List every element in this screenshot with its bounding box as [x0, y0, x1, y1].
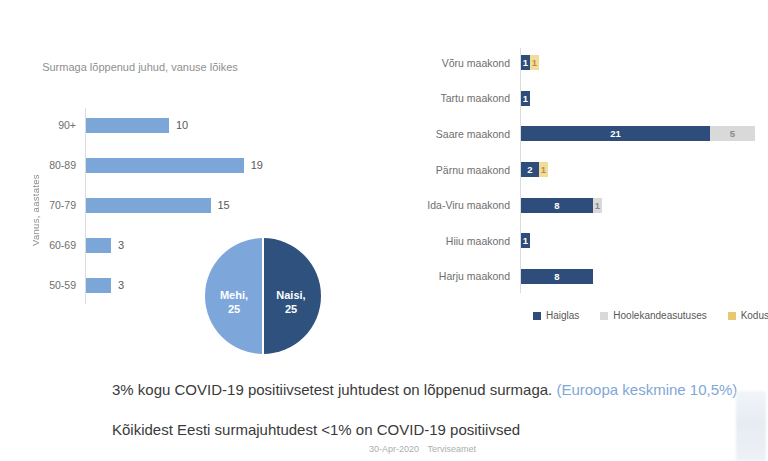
age-bar — [86, 238, 111, 253]
county-bar-row: Saare maakond 215 — [418, 116, 768, 152]
age-value-label: 15 — [218, 199, 230, 211]
gender-pie-chart: Mehi, 25 Naisi, 25 — [205, 238, 321, 354]
legend-swatch-icon — [533, 312, 541, 320]
pie-label-women-value: 25 — [285, 303, 297, 315]
legend-swatch-icon — [600, 312, 608, 320]
county-bar-row: Hiiu maakond 1 — [418, 223, 768, 259]
county-bar-segment-haiglas: 8 — [521, 269, 593, 284]
legend-swatch-icon — [728, 312, 736, 320]
age-category-label: 70-79 — [30, 199, 76, 211]
age-bar — [86, 278, 111, 293]
county-bar-row: Harju maakond 8 — [418, 259, 768, 295]
pie-label-men-value: 25 — [228, 303, 240, 315]
county-bar-stack: 21 — [521, 162, 548, 177]
age-bar — [86, 198, 211, 213]
pie-divider-line — [262, 238, 264, 354]
age-bar-row: 90+ 10 — [30, 105, 310, 145]
age-bar — [86, 118, 169, 133]
pie-label-men: Mehi, 25 — [208, 288, 260, 317]
county-category-label: Pärnu maakond — [418, 164, 510, 176]
covid-report-slide: Surmaga lõppenud juhud, vanuse lõikes Va… — [0, 0, 768, 461]
age-value-label: 10 — [176, 119, 188, 131]
summary-line-2: Kõikidest Eesti surmajuhtudest <1% on CO… — [112, 421, 762, 438]
county-category-label: Harju maakond — [418, 270, 510, 282]
summary-line-1-main: 3% kogu COVID-19 positiivsetest juhtudes… — [112, 381, 552, 398]
county-bar-stack: 1 — [521, 91, 530, 106]
county-bar-stack: 8 — [521, 269, 593, 284]
age-bar-row: 70-79 15 — [30, 185, 310, 225]
summary-line-1-europe-note: (Euroopa keskmine 10,5%) — [556, 381, 737, 398]
slide-footer: 30-Apr-2020 Terviseamet — [55, 444, 768, 454]
county-bar-segment-kodus: 1 — [530, 55, 539, 70]
age-value-label: 19 — [251, 159, 263, 171]
county-chart: Võru maakond11Tartu maakond1Saare maakon… — [418, 45, 768, 335]
age-value-label: 3 — [118, 279, 124, 291]
legend-item-kodus: Kodus — [728, 310, 768, 321]
county-bar-segment-haiglas: 8 — [521, 198, 593, 213]
county-bar-segment-haiglas: 1 — [521, 55, 530, 70]
age-category-label: 80-89 — [30, 159, 76, 171]
footer-date: 30-Apr-2020 — [369, 444, 419, 454]
legend-label: Hoolekandeasutuses — [613, 310, 706, 321]
county-bar-row: Tartu maakond 1 — [418, 81, 768, 117]
county-chart-plot-area: Võru maakond11Tartu maakond1Saare maakon… — [418, 45, 768, 294]
county-category-label: Tartu maakond — [418, 92, 510, 104]
county-bar-stack: 1 — [521, 233, 530, 248]
county-bar-segment-hoolekandeasutuses: 1 — [593, 198, 602, 213]
age-category-label: 90+ — [30, 119, 76, 131]
age-value-label: 3 — [118, 239, 124, 251]
county-bar-segment-haiglas: 1 — [521, 233, 530, 248]
county-bar-segment-haiglas: 2 — [521, 162, 539, 177]
pie-label-women-text: Naisi, — [276, 289, 305, 301]
footer-source: Terviseamet — [428, 444, 477, 454]
pie-label-men-text: Mehi, — [220, 289, 248, 301]
age-bar-row: 80-89 19 — [30, 145, 310, 185]
county-bar-segment-kodus: 1 — [539, 162, 548, 177]
county-bar-stack: 11 — [521, 55, 539, 70]
age-category-label: 60-69 — [30, 239, 76, 251]
county-bar-stack: 215 — [521, 126, 755, 141]
pie-label-women: Naisi, 25 — [265, 288, 317, 317]
legend-label: Haiglas — [546, 310, 579, 321]
summary-line-1: 3% kogu COVID-19 positiivsetest juhtudes… — [112, 381, 762, 398]
county-bar-row: Pärnu maakond 21 — [418, 152, 768, 188]
county-category-label: Saare maakond — [418, 128, 510, 140]
summary-text-block: 3% kogu COVID-19 positiivsetest juhtudes… — [112, 381, 762, 438]
ghost-artifact — [736, 391, 766, 461]
legend-item-hoolekandeasutuses: Hoolekandeasutuses — [600, 310, 706, 321]
county-bar-segment-haiglas: 1 — [521, 91, 530, 106]
county-bar-stack: 81 — [521, 198, 602, 213]
county-chart-legend: Haiglas Hoolekandeasutuses Kodus — [533, 310, 768, 321]
legend-label: Kodus — [741, 310, 768, 321]
county-bar-row: Ida-Viru maakond 81 — [418, 187, 768, 223]
legend-item-haiglas: Haiglas — [533, 310, 579, 321]
age-bar — [86, 158, 244, 173]
age-category-label: 50-59 — [30, 279, 76, 291]
age-chart-title: Surmaga lõppenud juhud, vanuse lõikes — [42, 60, 238, 76]
county-bar-segment-hoolekandeasutuses: 5 — [710, 126, 755, 141]
county-category-label: Ida-Viru maakond — [418, 199, 510, 211]
county-category-label: Hiiu maakond — [418, 235, 510, 247]
county-category-label: Võru maakond — [418, 57, 510, 69]
county-bar-row: Võru maakond 11 — [418, 45, 768, 81]
county-bar-segment-haiglas: 21 — [521, 126, 710, 141]
